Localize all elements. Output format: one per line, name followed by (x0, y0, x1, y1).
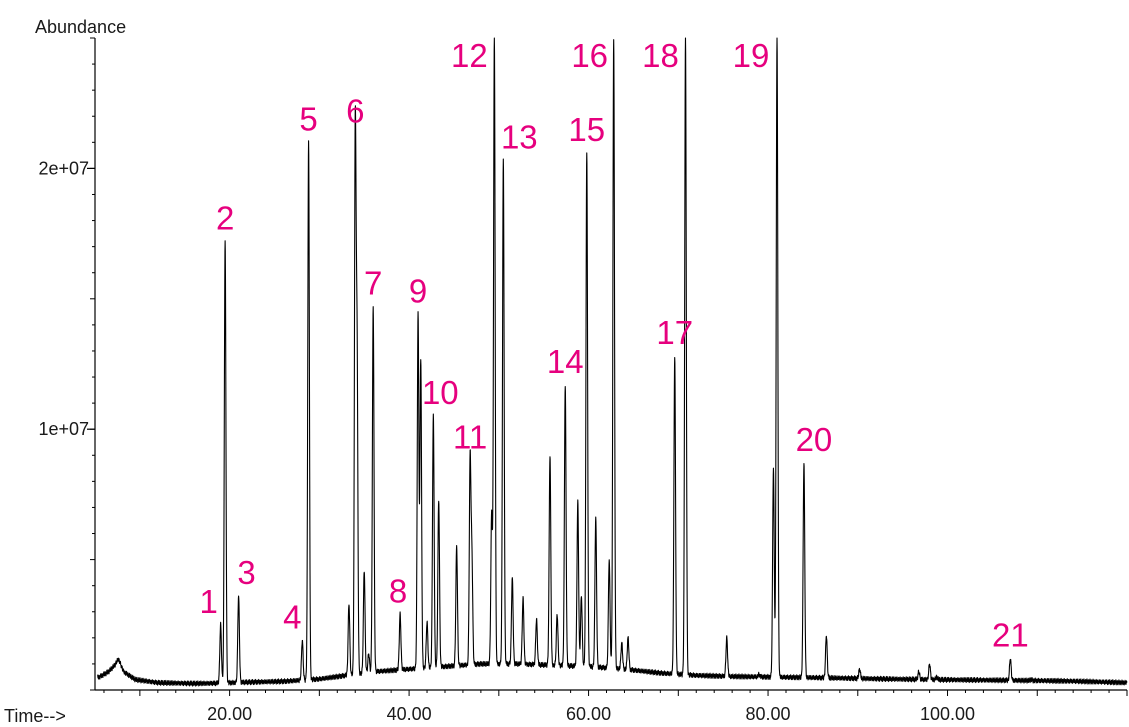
x-tick-label: 60.00 (566, 704, 611, 724)
axes: 1e+07 2e+07 20.00 40.00 60.00 80.00 100.00 (38, 37, 1128, 724)
y-tick-label: 2e+07 (38, 158, 89, 178)
peak-label-5: 5 (299, 100, 317, 137)
x-tick-label: 40.00 (387, 704, 432, 724)
peak-label-12: 12 (451, 37, 488, 74)
peak-label-21: 21 (992, 617, 1029, 654)
peak-label-17: 17 (656, 314, 693, 351)
y-axis-label: Abundance (35, 17, 126, 37)
peak-label-8: 8 (389, 572, 407, 609)
peak-label-16: 16 (571, 37, 608, 74)
peak-label-15: 15 (568, 111, 605, 148)
peak-label-20: 20 (796, 421, 833, 458)
peak-label-13: 13 (501, 119, 538, 156)
x-axis-label: Time--> (4, 706, 66, 726)
chromatogram-trace (97, 37, 1128, 687)
trace-line (97, 37, 1128, 687)
peak-label-14: 14 (547, 343, 584, 380)
peak-label-2: 2 (216, 199, 234, 236)
peak-label-4: 4 (283, 598, 301, 635)
peak-label-7: 7 (364, 265, 382, 302)
peak-label-1: 1 (199, 583, 217, 620)
peak-label-6: 6 (346, 92, 364, 129)
peak-label-19: 19 (733, 37, 770, 74)
peak-label-9: 9 (409, 272, 427, 309)
peak-label-3: 3 (237, 554, 255, 591)
peak-label-18: 18 (642, 37, 679, 74)
peak-label-11: 11 (453, 418, 487, 455)
x-tick-label: 100.00 (920, 704, 975, 724)
x-tick-label: 80.00 (746, 704, 791, 724)
y-tick-label: 1e+07 (38, 419, 89, 439)
peak-label-10: 10 (422, 374, 459, 411)
x-tick-label: 20.00 (207, 704, 252, 724)
